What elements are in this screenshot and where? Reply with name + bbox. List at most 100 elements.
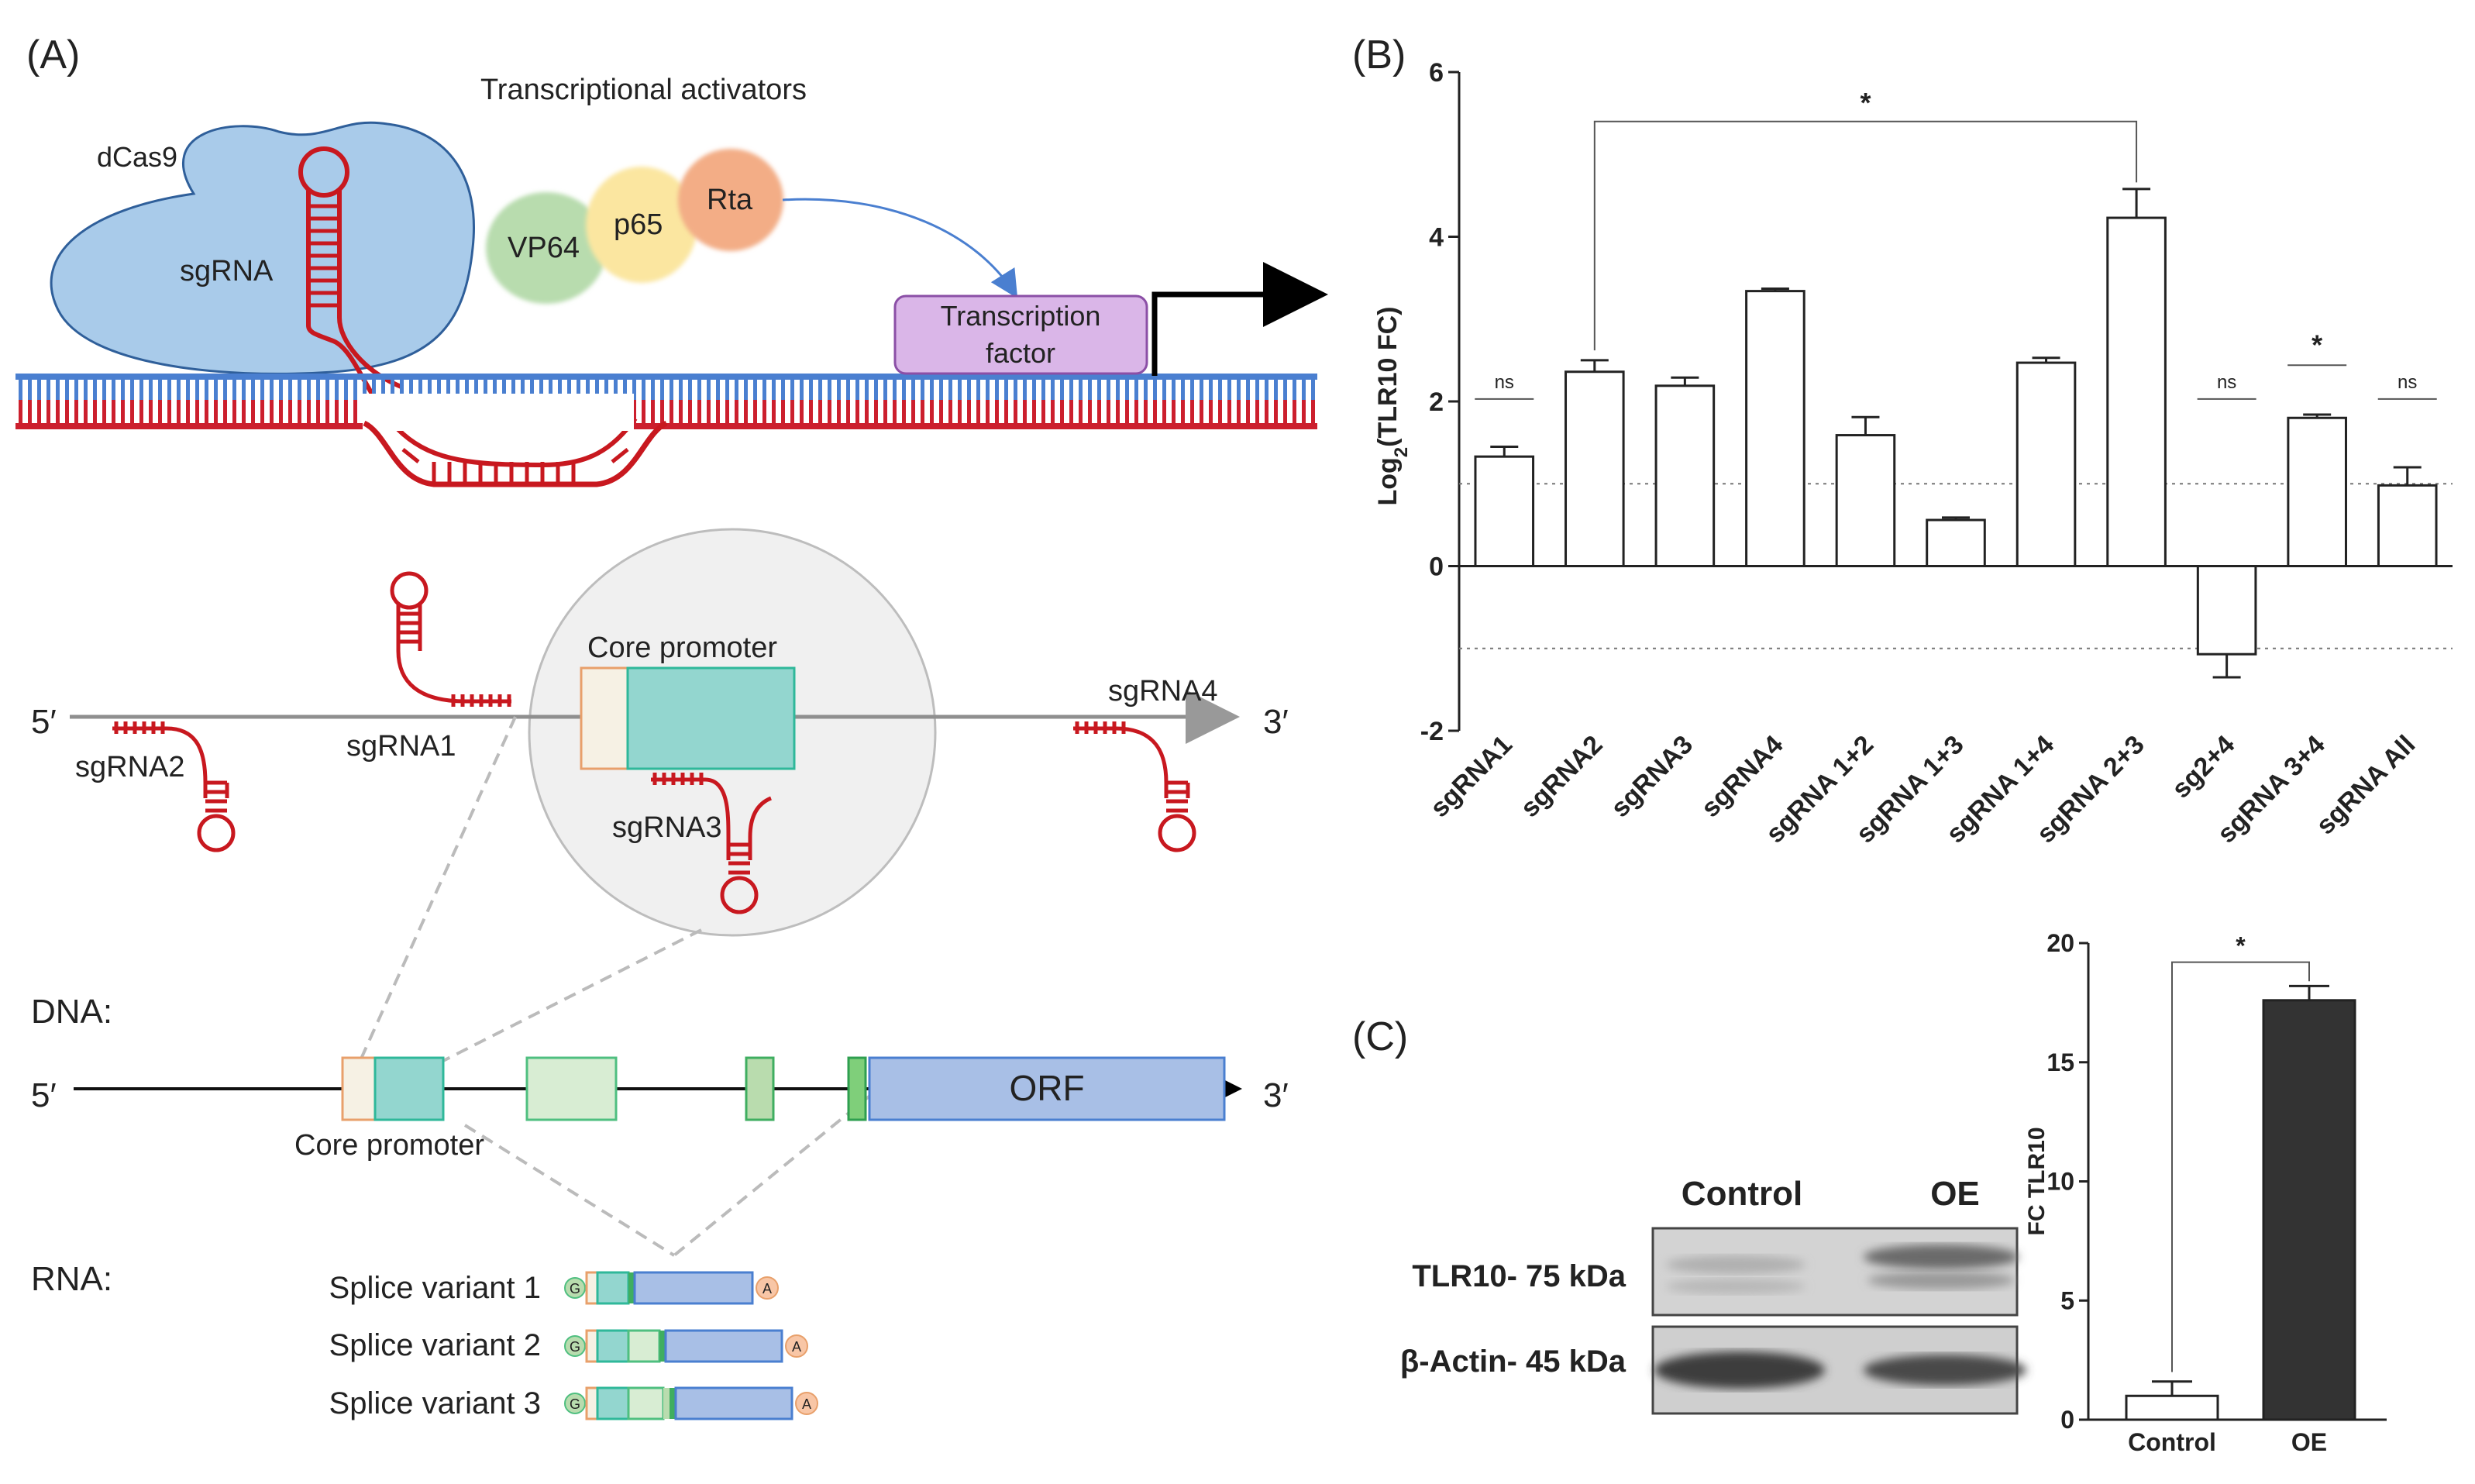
bar (2015, 361, 2077, 567)
transcription-factor-box (893, 294, 1148, 375)
svg-text:G: G (570, 1281, 580, 1296)
y-tick-label: 5 (2060, 1286, 2074, 1314)
comparison-star: * (1860, 87, 1871, 119)
sgrna-label: sgRNA (180, 255, 274, 288)
y-axis-label: Log2(TLR10 FC) (1373, 307, 1412, 506)
five-prime-top: 5′ (31, 703, 57, 741)
comparison-bracket (1593, 120, 2138, 351)
y-tick-label: 0 (2060, 1406, 2074, 1434)
panel-a-label: (A) (26, 33, 80, 77)
x-tick-label: sgRNA3 (1606, 730, 1699, 823)
svg-text:A: A (802, 1396, 811, 1412)
sgrna3-hairpin (651, 773, 773, 914)
rta-cloud: Rta (678, 149, 783, 251)
dna-exon-3 (745, 1056, 775, 1121)
panel-c-label: (C) (1352, 1014, 1408, 1059)
dna-exon-2 (525, 1056, 618, 1121)
sgrna4-hairpin (1073, 721, 1196, 852)
bar (1926, 518, 1986, 567)
splice-variant-3: Splice variant 3 G A (329, 1386, 818, 1420)
comparison-bracket (2171, 961, 2310, 1372)
bar (2287, 416, 2347, 567)
y-tick-label: 20 (2046, 929, 2074, 957)
core-promoter-tata (580, 666, 629, 770)
activator-arrow (782, 198, 1018, 299)
orf-label: ORF (1009, 1068, 1084, 1108)
dna-double-strand (15, 374, 1317, 487)
svg-text:Splice variant 3: Splice variant 3 (329, 1386, 541, 1420)
svg-text:p65: p65 (614, 208, 663, 241)
bar (1835, 434, 1896, 567)
splice-variant-2: Splice variant 2 G A (329, 1328, 808, 1363)
tf-line2: factor (986, 337, 1055, 369)
y-tick-label: 4 (1429, 223, 1444, 253)
dna-label: DNA: (31, 993, 112, 1031)
svg-text:Splice variant 2: Splice variant 2 (329, 1328, 541, 1362)
zoom-guides (356, 716, 873, 1257)
panel-b-label: (B) (1352, 33, 1406, 77)
svg-text:VP64: VP64 (508, 232, 580, 264)
sgrna4-label: sgRNA4 (1108, 675, 1218, 708)
blot-actin-strip (1651, 1325, 2026, 1415)
dna-exon-4 (847, 1056, 867, 1121)
chart-c-plot: 0 5 10 15 20 FC TLR10 Control OE * (2024, 929, 2387, 1456)
significance-label: ns (2398, 372, 2417, 393)
splice-variant-1: Splice variant 1 G A (329, 1271, 779, 1305)
sgrna-rungs (308, 204, 339, 308)
orf-box (868, 1056, 1226, 1121)
y-tick-label: 6 (1429, 58, 1444, 88)
sgrna2-label: sgRNA2 (75, 751, 185, 783)
svg-text:Rta: Rta (707, 184, 753, 216)
x-tick-label: OE (2291, 1428, 2327, 1456)
sgrna1-hairpin (390, 571, 511, 707)
significance-label: ns (1495, 372, 1514, 393)
dna-exon-1 (373, 1056, 445, 1121)
transcription-start-arrow (1151, 262, 1328, 376)
y-tick-label: 2 (1429, 387, 1444, 417)
dcas9-label: dCas9 (97, 141, 177, 173)
svg-text:G: G (570, 1396, 580, 1412)
bar (1745, 290, 1805, 567)
core-promoter-dna-label: Core promoter (294, 1129, 484, 1162)
vp64-cloud: VP64 (486, 192, 607, 304)
svg-text:Splice variant 1: Splice variant 1 (329, 1271, 541, 1305)
y-axis-label: FC TLR10 (2024, 1127, 2050, 1235)
y-tick-label: 15 (2046, 1048, 2074, 1076)
bar (1654, 384, 1716, 567)
dcas9-shape (50, 121, 475, 375)
x-tick-label: Control (2128, 1428, 2216, 1456)
dna-tata-box (341, 1056, 377, 1121)
tf-line1: Transcription (941, 300, 1101, 332)
svg-text:A: A (792, 1339, 801, 1355)
blot-tlr10-strip (1651, 1227, 2019, 1317)
rna-label: RNA: (31, 1260, 112, 1298)
bar (2125, 1394, 2219, 1421)
activators-title: Transcriptional activators (480, 74, 807, 106)
core-promoter-box (626, 666, 796, 770)
three-prime-dna: 3′ (1263, 1076, 1289, 1114)
significance-label: * (2311, 329, 2322, 360)
svg-text:A: A (762, 1281, 772, 1296)
five-prime-dna: 5′ (31, 1076, 57, 1114)
bar (2377, 484, 2438, 567)
svg-text:G: G (570, 1339, 580, 1355)
sgrna1-label: sgRNA1 (346, 730, 456, 763)
three-prime-top: 3′ (1263, 703, 1289, 741)
x-tick-label: sg2+4 (2167, 730, 2241, 804)
blot-control-label: Control (1682, 1175, 1802, 1213)
sgrna3-label: sgRNA3 (612, 811, 722, 844)
x-tick-label: sgRNA All (2311, 730, 2422, 841)
bar (1565, 370, 1625, 567)
y-tick-label: 10 (2046, 1168, 2074, 1196)
core-promoter-label: Core promoter (587, 632, 777, 664)
bar (2106, 216, 2167, 567)
panel-a: (A) dCas9 sgRNA (15, 33, 1328, 1420)
tlr10-band-label: TLR10- 75 kDa (1412, 1259, 1626, 1293)
sgrna2-hairpin (112, 721, 236, 852)
significance-label: ns (2217, 372, 2236, 393)
bar (2196, 565, 2257, 656)
blot-oe-label: OE (1930, 1175, 1980, 1213)
